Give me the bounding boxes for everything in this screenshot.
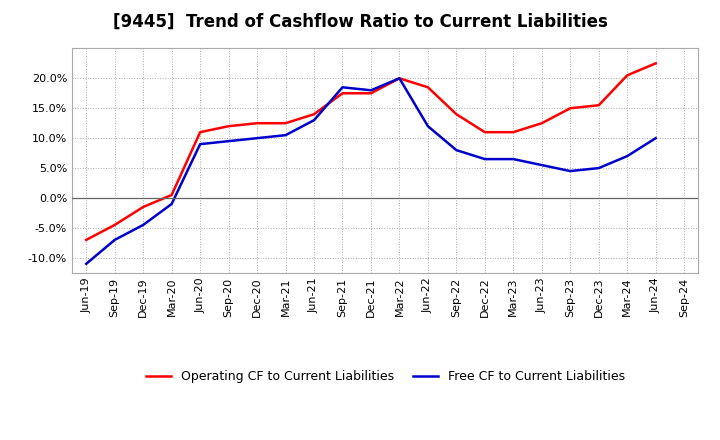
Free CF to Current Liabilities — [452, 147, 461, 153]
Legend: Operating CF to Current Liabilities, Free CF to Current Liabilities: Operating CF to Current Liabilities, Fre… — [145, 370, 625, 383]
Line: Operating CF to Current Liabilities: Operating CF to Current Liabilities — [86, 63, 656, 240]
Free CF to Current Liabilities — [139, 222, 148, 227]
Operating CF to Current Liabilities — [652, 61, 660, 66]
Free CF to Current Liabilities — [595, 165, 603, 171]
Operating CF to Current Liabilities — [566, 106, 575, 111]
Free CF to Current Liabilities — [196, 142, 204, 147]
Free CF to Current Liabilities — [395, 76, 404, 81]
Operating CF to Current Liabilities — [282, 121, 290, 126]
Operating CF to Current Liabilities — [196, 129, 204, 135]
Operating CF to Current Liabilities — [366, 91, 375, 96]
Free CF to Current Liabilities — [480, 157, 489, 162]
Operating CF to Current Liabilities — [423, 84, 432, 90]
Operating CF to Current Liabilities — [253, 121, 261, 126]
Line: Free CF to Current Liabilities: Free CF to Current Liabilities — [86, 78, 656, 264]
Free CF to Current Liabilities — [652, 136, 660, 141]
Operating CF to Current Liabilities — [338, 91, 347, 96]
Free CF to Current Liabilities — [310, 117, 318, 123]
Operating CF to Current Liabilities — [82, 237, 91, 242]
Free CF to Current Liabilities — [253, 136, 261, 141]
Operating CF to Current Liabilities — [310, 112, 318, 117]
Free CF to Current Liabilities — [423, 124, 432, 129]
Operating CF to Current Liabilities — [537, 121, 546, 126]
Operating CF to Current Liabilities — [623, 73, 631, 78]
Free CF to Current Liabilities — [82, 261, 91, 267]
Operating CF to Current Liabilities — [110, 222, 119, 227]
Operating CF to Current Liabilities — [395, 76, 404, 81]
Operating CF to Current Liabilities — [225, 124, 233, 129]
Free CF to Current Liabilities — [537, 162, 546, 168]
Free CF to Current Liabilities — [566, 169, 575, 174]
Free CF to Current Liabilities — [509, 157, 518, 162]
Free CF to Current Liabilities — [282, 132, 290, 138]
Operating CF to Current Liabilities — [167, 192, 176, 198]
Operating CF to Current Liabilities — [509, 129, 518, 135]
Free CF to Current Liabilities — [366, 88, 375, 93]
Free CF to Current Liabilities — [225, 139, 233, 144]
Operating CF to Current Liabilities — [452, 112, 461, 117]
Operating CF to Current Liabilities — [595, 103, 603, 108]
Free CF to Current Liabilities — [623, 154, 631, 159]
Free CF to Current Liabilities — [338, 84, 347, 90]
Operating CF to Current Liabilities — [480, 129, 489, 135]
Free CF to Current Liabilities — [167, 202, 176, 207]
Free CF to Current Liabilities — [110, 237, 119, 242]
Operating CF to Current Liabilities — [139, 204, 148, 209]
Text: [9445]  Trend of Cashflow Ratio to Current Liabilities: [9445] Trend of Cashflow Ratio to Curren… — [112, 13, 608, 31]
